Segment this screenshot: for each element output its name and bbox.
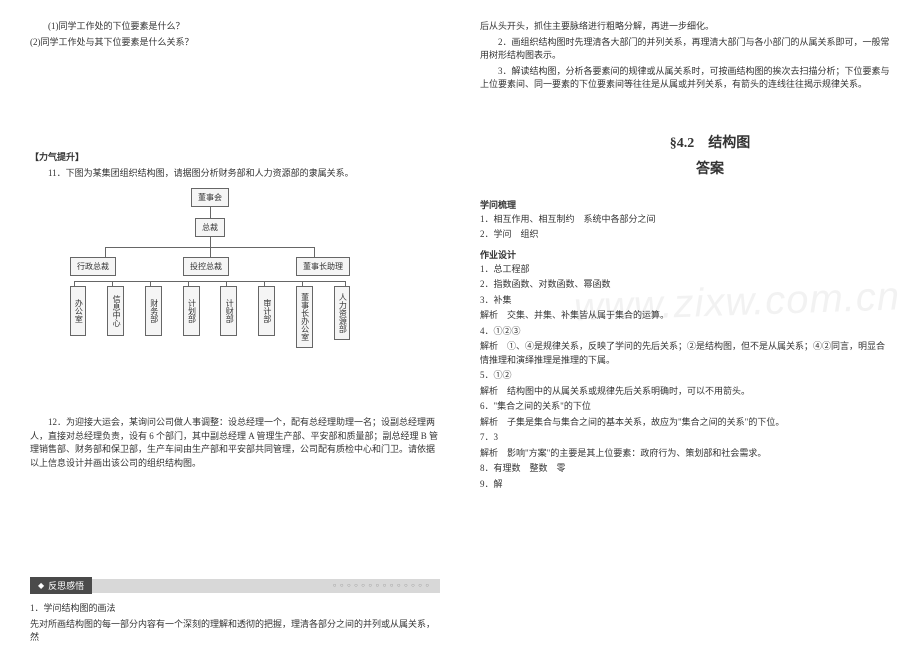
sec2-item-5: 解析 ①、④是规律关系，反映了学问的先后关系；②是结构图，但不是从属关系；④②同…	[480, 340, 890, 367]
r-top-0: 后从头开头，抓住主要脉络进行粗略分解，再进一步细化。	[480, 20, 890, 34]
sec2-item-2: 3．补集	[480, 294, 890, 308]
org-chart: 董事会 总裁 行政总裁 投控总裁 董事长助理	[60, 188, 360, 348]
q-line-1: (1)同学工作处的下位要素是什么？	[30, 20, 440, 34]
q12-text: 12．为迎接大运会，某询问公司做人事调整：设总经理一个，配有总经理助理一名；设副…	[30, 416, 440, 470]
sec2-item-7: 解析 结构图中的从属关系或规律先后关系明确时，可以不用箭头。	[480, 385, 890, 399]
answer-title-main: §4.2 结构图	[610, 132, 810, 152]
org-leaf-0: 办公室	[70, 286, 87, 336]
reflect-dots: ○ ○ ○ ○ ○ ○ ○ ○ ○ ○ ○ ○ ○ ○	[92, 579, 440, 593]
bottom-line-2: 先对所画结构图的每一部分内容有一个深刻的理解和透彻的把握，理清各部分之间的并列或…	[30, 618, 440, 645]
q-line-2: (2)同学工作处与其下位要素是什么关系？	[30, 36, 440, 50]
bottom-line-1: 1．学问结构图的画法	[30, 602, 440, 616]
sec2-item-10: 7．3	[480, 431, 890, 445]
org-node-mid: 总裁	[195, 218, 225, 237]
sec2-item-6: 5．①②	[480, 369, 890, 383]
org-leaf-5: 审计部	[258, 286, 275, 336]
r-top-1: 2．画组织结构图时先理清各大部门的并列关系，再理清大部门与各小部门的从属关系即可…	[480, 36, 890, 63]
sec2-item-1: 2．指数函数、对数函数、幂函数	[480, 278, 890, 292]
reflect-bar: 反思感悟 ○ ○ ○ ○ ○ ○ ○ ○ ○ ○ ○ ○ ○ ○	[30, 577, 440, 594]
sec2-item-3: 解析 交集、并集、补集皆从属于集合的运算。	[480, 309, 890, 323]
lift-label-text: 【力气提升】	[30, 152, 84, 162]
org-leaf-3: 计划部	[183, 286, 200, 336]
answer-title-block: §4.2 结构图 答案	[610, 132, 810, 178]
reflect-badge: 反思感悟	[30, 577, 92, 594]
sec2-item-4: 4．①②③	[480, 325, 890, 339]
org-node-row3-2: 董事长助理	[296, 257, 350, 276]
answer-title-sub: 答案	[610, 158, 810, 178]
r-top-2: 3．解读结构图，分析各要素间的规律或从属关系时，可按画结构图的挨次去扫描分析；下…	[480, 65, 890, 92]
org-leaf-7: 人力资源部	[334, 286, 351, 340]
org-node-row3-1: 投控总裁	[183, 257, 229, 276]
right-column: 后从头开头，抓住主要脉络进行粗略分解，再进一步细化。 2．画组织结构图时先理清各…	[460, 0, 920, 651]
q11-text: 11．下图为某集团组织结构图，请据图分析财务部和人力资源部的隶属关系。	[30, 167, 440, 181]
org-node-top: 董事会	[191, 188, 229, 207]
sec1-item-1: 2．学问 组织	[480, 228, 890, 242]
sec2-item-0: 1．总工程部	[480, 263, 890, 277]
org-leaf-1: 信息中心	[107, 286, 124, 336]
sec1-item-0: 1．相互作用、相互制约 系统中各部分之间	[480, 213, 890, 227]
org-node-row3-0: 行政总裁	[70, 257, 116, 276]
left-column: (1)同学工作处的下位要素是什么？ (2)同学工作处与其下位要素是什么关系？ 【…	[0, 0, 460, 651]
org-leaf-6: 董事长办公室	[296, 286, 313, 348]
org-leaf-2: 财务部	[145, 286, 162, 336]
subhead-2: 作业设计	[480, 248, 890, 261]
sec2-item-11: 解析 影响"方案"的主要是其上位要素：政府行为、策划部和社会需求。	[480, 447, 890, 461]
lift-label: 【力气提升】	[30, 151, 440, 165]
org-leaf-4: 计财部	[220, 286, 237, 336]
sec2-item-12: 8．有理数 整数 零	[480, 462, 890, 476]
sec2-item-8: 6．"集合之间的关系"的下位	[480, 400, 890, 414]
sec2-item-13: 9．解	[480, 478, 890, 492]
subhead-1: 学问梳理	[480, 198, 890, 211]
sec2-item-9: 解析 子集是集合与集合之间的基本关系，故应为"集合之间的关系"的下位。	[480, 416, 890, 430]
